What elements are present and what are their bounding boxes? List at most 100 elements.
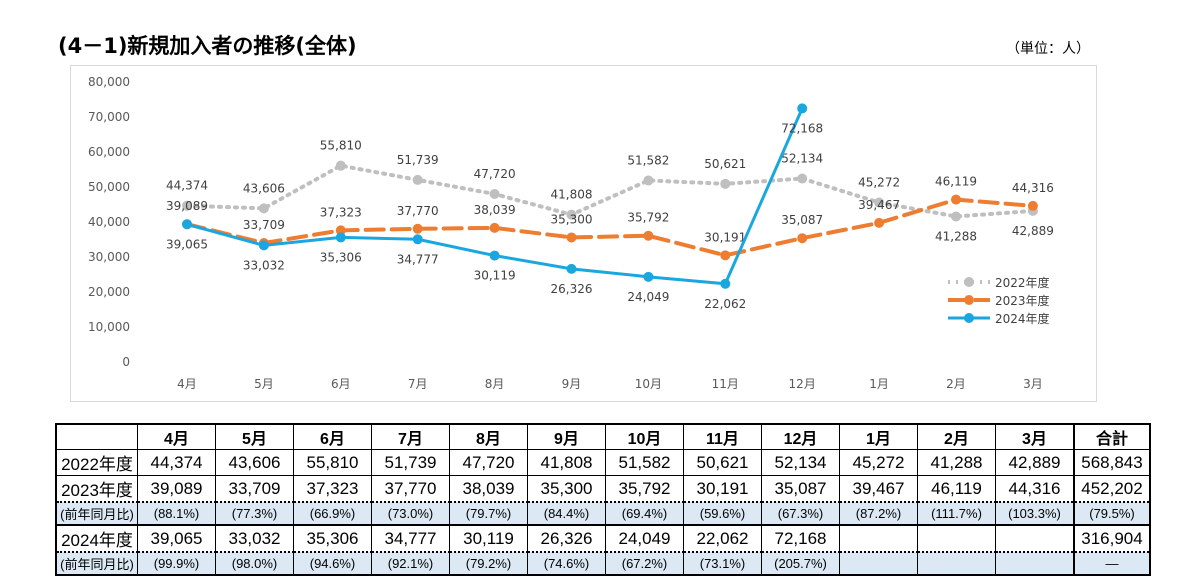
legend-marker <box>964 277 974 287</box>
table-cell: 42,889 <box>995 449 1075 476</box>
unit-label: （単位：人） <box>1006 41 1090 57</box>
table-cell: 39,089 <box>137 475 216 503</box>
data-point <box>258 240 269 251</box>
data-label: 45,272 <box>858 176 900 190</box>
table-cell: 35,087 <box>761 475 840 503</box>
data-label: 30,119 <box>474 269 516 283</box>
data-label: 37,323 <box>320 205 362 219</box>
data-point <box>566 263 577 274</box>
column-header: 合計 <box>1073 424 1151 450</box>
data-point <box>643 175 654 186</box>
column-header: 5月 <box>215 424 294 450</box>
x-tick-label: 10月 <box>635 377 662 391</box>
table-cell: 38,039 <box>449 475 528 503</box>
line-chart: 0 10,000 20,000 30,000 40,000 50,000 60,000 70,… <box>88 75 1054 391</box>
table-cell: (87.2%) <box>839 502 918 526</box>
table-cell: (79.7%) <box>449 502 528 526</box>
table-cell: (77.3%) <box>215 502 294 526</box>
chart-area <box>70 65 1097 402</box>
data-point <box>182 200 192 211</box>
column-header: 11月 <box>683 424 762 450</box>
column-header: 4月 <box>137 424 216 450</box>
row-label: 2024年度 <box>55 525 138 553</box>
data-label: 35,792 <box>627 211 669 225</box>
table-row: 2023年度 39,089 33,709 37,323 37,770 38,039 35,3… <box>55 475 1151 503</box>
row-label: (前年同月比) <box>55 552 138 575</box>
data-point <box>797 173 808 184</box>
data-label: 55,810 <box>320 139 362 153</box>
data-point <box>489 250 500 261</box>
table-cell: 37,323 <box>293 475 372 503</box>
data-label: 34,777 <box>397 252 439 266</box>
table-cell: 26,326 <box>527 525 606 553</box>
table-cell: 44,316 <box>995 475 1075 503</box>
table-cell: (59.6%) <box>683 502 762 526</box>
table-cell: 24,049 <box>605 525 684 553</box>
table-cell: 35,306 <box>293 525 372 553</box>
column-header: 12月 <box>761 424 840 450</box>
table-cell: 46,119 <box>917 475 996 503</box>
table-cell: (79.5%) <box>1073 502 1151 526</box>
table-row: (前年同月比) (99.9%) (98.0%) (94.6%) (92.1%) (79.2… <box>55 552 1151 575</box>
x-tick-label: 1月 <box>869 377 889 391</box>
y-tick-label: 0 <box>122 355 130 369</box>
data-label: 37,770 <box>397 204 439 218</box>
data-label: 38,039 <box>474 203 516 217</box>
x-tick-label: 4月 <box>177 377 197 391</box>
table-cell: 33,032 <box>215 525 294 553</box>
table-cell: 316,904 <box>1073 525 1151 553</box>
x-tick-label: 5月 <box>254 377 274 391</box>
table-cell <box>839 525 918 553</box>
data-point <box>412 174 423 185</box>
table-cell: 30,119 <box>449 525 528 553</box>
column-header: 10月 <box>605 424 684 450</box>
table-cell: 41,808 <box>527 449 606 476</box>
column-header: 7月 <box>371 424 450 450</box>
table-cell: 30,191 <box>683 475 762 503</box>
data-label: 33,032 <box>243 258 285 272</box>
data-point <box>182 219 192 230</box>
data-point <box>643 230 654 241</box>
column-header: 3月 <box>995 424 1075 450</box>
y-tick-label: 60,000 <box>88 145 130 159</box>
data-label: 33,709 <box>243 218 285 232</box>
table-cell: 41,288 <box>917 449 996 476</box>
column-header: 6月 <box>293 424 372 450</box>
table-cell: 39,467 <box>839 475 918 503</box>
x-tick-label: 3月 <box>1023 377 1043 391</box>
table-row: 2022年度 44,374 43,606 55,810 51,739 47,720 41,8… <box>55 449 1151 476</box>
data-label: 51,739 <box>397 153 439 167</box>
data-point <box>258 203 269 214</box>
data-label: 44,374 <box>166 179 208 193</box>
data-point <box>797 103 808 114</box>
table-cell: (73.0%) <box>371 502 450 526</box>
table-cell: (205.7%) <box>761 552 840 575</box>
y-tick-label: 70,000 <box>88 110 130 124</box>
table-cell: (88.1%) <box>137 502 216 526</box>
y-tick-label: 20,000 <box>88 285 130 299</box>
data-point <box>412 234 423 245</box>
table-cell: (98.0%) <box>215 552 294 575</box>
table-cell: (92.1%) <box>371 552 450 575</box>
column-header: 8月 <box>449 424 528 450</box>
x-tick-label: 8月 <box>485 377 505 391</box>
table-cell <box>839 552 918 575</box>
data-label: 72,168 <box>781 121 823 135</box>
data-table: 4月 5月 6月 7月 8月 9月 10月 11月 12月 1月 2月 3月 合計 2022年度 44,3… <box>55 423 1151 576</box>
table-row: 2024年度 39,065 33,032 35,306 34,777 30,119 26,3… <box>55 525 1151 553</box>
table-cell: 34,777 <box>371 525 450 553</box>
data-label: 39,467 <box>858 198 900 212</box>
data-label: 39,065 <box>166 237 208 251</box>
data-point <box>335 232 346 243</box>
x-tick-label: 6月 <box>331 377 351 391</box>
data-point <box>720 278 731 289</box>
table-cell: 39,065 <box>137 525 216 553</box>
table-cell: 44,374 <box>137 449 216 476</box>
y-tick-label: 50,000 <box>88 180 130 194</box>
series-line-2023年度 <box>185 197 1035 258</box>
data-label: 26,326 <box>551 282 593 296</box>
data-label: 52,134 <box>781 152 823 166</box>
data-label: 50,621 <box>704 157 746 171</box>
table-cell: (74.6%) <box>527 552 606 575</box>
column-header: 9月 <box>527 424 606 450</box>
